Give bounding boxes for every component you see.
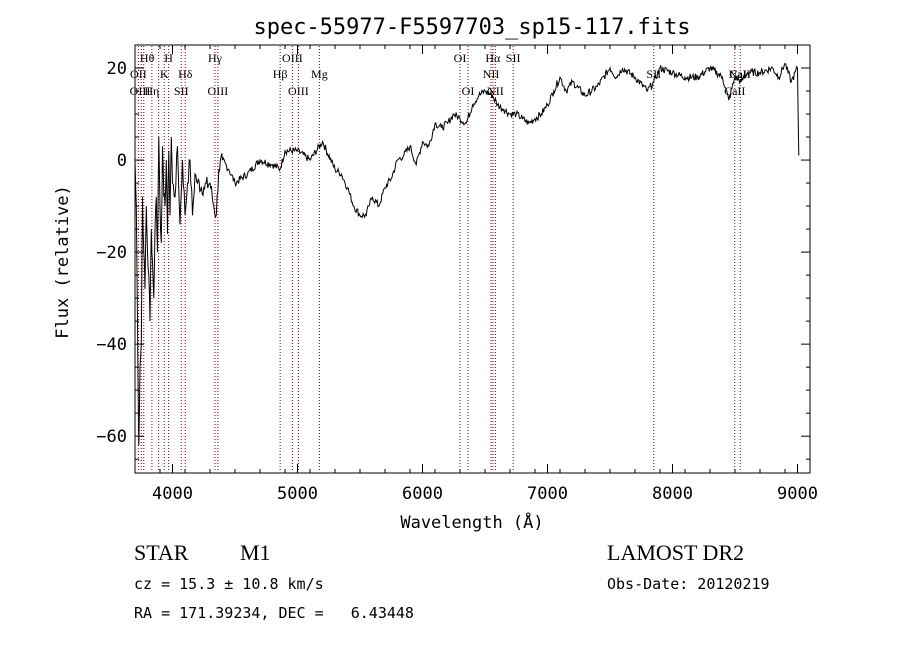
redshift-text: cz = 15.3 ± 10.8 km/s — [134, 575, 324, 593]
line-annotation: NII — [487, 84, 504, 98]
y-axis-label: Flux (relative) — [53, 185, 73, 339]
line-annotation: SII — [174, 84, 189, 98]
line-markers — [137, 46, 741, 472]
object-class: STAR — [134, 540, 189, 565]
coords-text: RA = 171.39234, DEC = 6.43448 — [134, 604, 414, 622]
y-tick-label: 0 — [117, 151, 127, 171]
plot-frame — [134, 44, 811, 474]
line-annotation: Hα — [485, 51, 501, 65]
line-annotation: OIII — [130, 84, 151, 98]
axis-ticks: 4000 5000 6000 7000 8000 9000 −60 −40 −20 0 20 — [96, 44, 818, 504]
object-subclass: M1 — [240, 540, 271, 565]
line-annotation: OIII — [282, 51, 303, 65]
line-annotation: NII — [483, 67, 500, 81]
line-annotation: Hθ — [140, 51, 155, 65]
x-tick-label: 5000 — [277, 484, 318, 504]
y-tick-label: −40 — [96, 335, 127, 355]
y-tick-label: −60 — [96, 427, 127, 447]
line-annotation: H — [164, 51, 173, 65]
line-annotation: NaI — [729, 67, 747, 81]
line-annotation: OIII — [208, 84, 229, 98]
x-tick-label: 9000 — [777, 484, 818, 504]
line-annotation: Hβ — [273, 67, 288, 81]
chart-title: spec-55977-F5597703_sp15-117.fits — [253, 15, 690, 40]
y-tick-label: −20 — [96, 243, 127, 263]
line-annotation: CaII — [724, 84, 745, 98]
line-annotation: OI — [462, 84, 475, 98]
line-annotation: OI — [454, 51, 467, 65]
x-axis-label: Wavelength (Å) — [400, 511, 543, 533]
line-annotation: Hγ — [208, 51, 223, 65]
x-tick-label: 7000 — [527, 484, 568, 504]
line-annotation: K — [160, 67, 169, 81]
x-tick-label: 4000 — [152, 484, 193, 504]
series-group — [134, 62, 800, 446]
line-annotation: OIII — [288, 84, 309, 98]
y-tick-label: 20 — [107, 59, 127, 79]
line-annotation: SII — [646, 67, 661, 81]
obs-date-text: Obs-Date: 20120219 — [607, 575, 770, 593]
x-tick-label: 6000 — [402, 484, 443, 504]
line-annotation: Hδ — [178, 67, 193, 81]
spectrum-line — [134, 62, 800, 446]
line-annotation: OII — [130, 67, 147, 81]
x-tick-label: 8000 — [652, 484, 693, 504]
line-annotation: Hη — [144, 84, 159, 98]
line-annotation: Mg — [311, 67, 328, 81]
line-annotation: CaII — [730, 67, 751, 81]
survey-name: LAMOST DR2 — [607, 540, 745, 565]
line-annotation: SII — [506, 51, 521, 65]
